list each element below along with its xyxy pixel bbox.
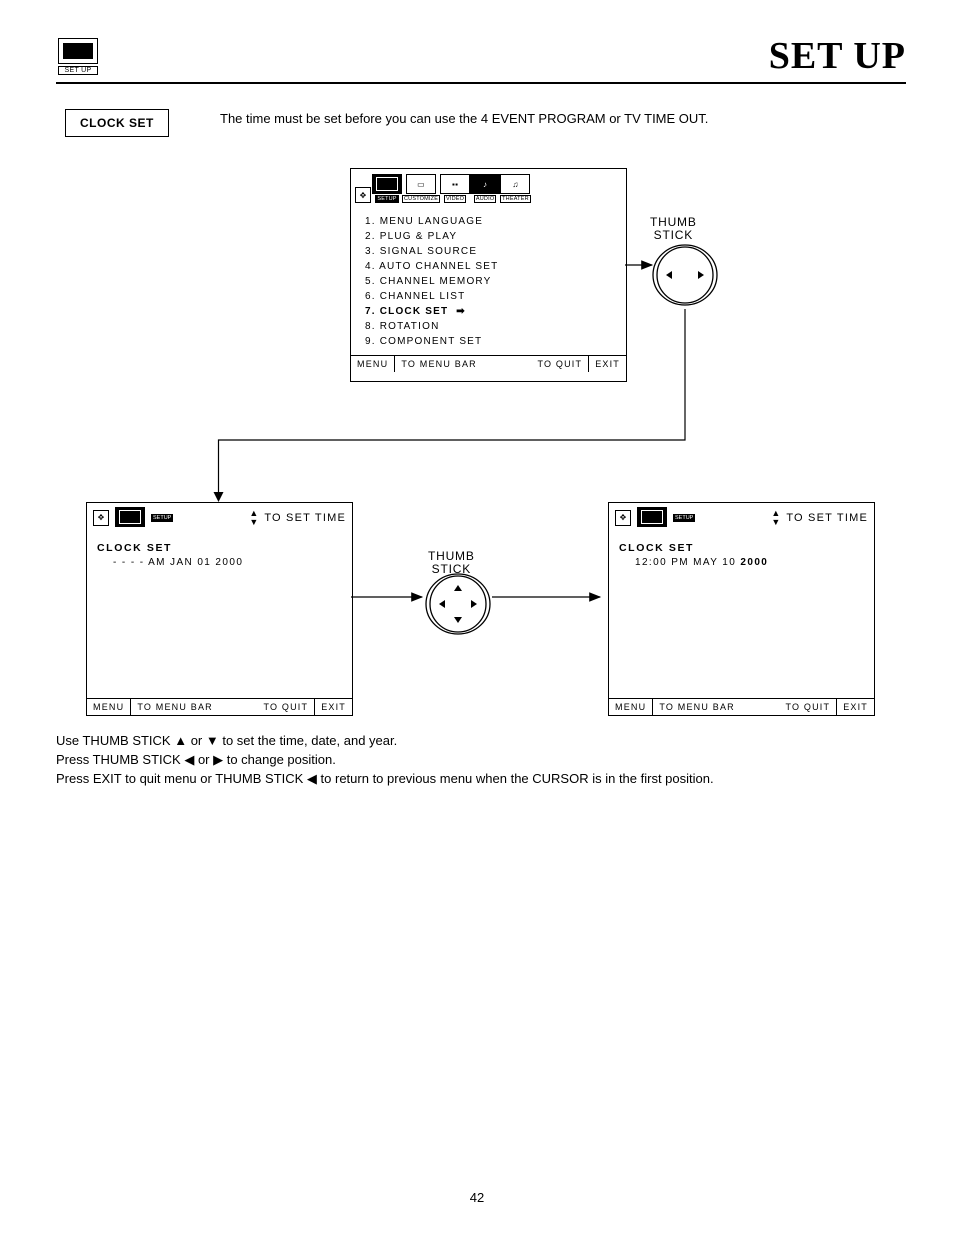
setup-tab-label: SETUP bbox=[673, 514, 695, 522]
to-set-time-label: TO SET TIME bbox=[264, 512, 346, 524]
menubar-audio[interactable]: ♪ AUDIO bbox=[470, 174, 500, 203]
footer-to-quit: TO QUIT bbox=[257, 699, 314, 715]
menu-bar: ✥ SETUP ▭ CUSTOMIZE ▪▪ VIDEO ♪ AUDIO ♫ T… bbox=[351, 169, 626, 206]
setup-tab-icon bbox=[637, 507, 667, 527]
panel-footer: MENU TO MENU BAR TO QUIT EXIT bbox=[87, 698, 352, 715]
footer-menu[interactable]: MENU bbox=[351, 356, 395, 372]
menubar-customize[interactable]: ▭ CUSTOMIZE bbox=[402, 174, 440, 203]
footer-to-quit: TO QUIT bbox=[531, 356, 588, 372]
thumb-stick-label: THUMBSTICK bbox=[650, 216, 697, 242]
intro-text: The time must be set before you can use … bbox=[220, 111, 708, 126]
panel-footer: MENU TO MENU BAR TO QUIT EXIT bbox=[351, 355, 626, 372]
footer-menu[interactable]: MENU bbox=[87, 699, 131, 715]
nav-arrows-icon: ✥ bbox=[615, 510, 631, 526]
panel-footer: MENU TO MENU BAR TO QUIT EXIT bbox=[609, 698, 874, 715]
menu-item[interactable]: 6. CHANNEL LIST bbox=[365, 289, 612, 304]
clock-set-panel-final: ✥ SETUP ▲▼ TO SET TIME CLOCK SET 12:00 P… bbox=[608, 502, 875, 716]
clock-set-heading: CLOCK SET bbox=[65, 109, 169, 137]
clock-set-panel-initial: ✥ SETUP ▲▼ TO SET TIME CLOCK SET - - - -… bbox=[86, 502, 353, 716]
menu-item[interactable]: 8. ROTATION bbox=[365, 319, 612, 334]
page-number: 42 bbox=[0, 1190, 954, 1205]
setup-menu-list[interactable]: 1. MENU LANGUAGE2. PLUG & PLAY3. SIGNAL … bbox=[351, 206, 626, 355]
page-title: SET UP bbox=[769, 34, 906, 78]
menu-item[interactable]: 7. CLOCK SET➡ bbox=[365, 304, 612, 319]
menu-item[interactable]: 4. AUTO CHANNEL SET bbox=[365, 259, 612, 274]
thumb-stick-label: THUMBSTICK bbox=[428, 550, 475, 576]
setup-tab-label: SETUP bbox=[151, 514, 173, 522]
instruction-line: Use THUMB STICK ▲ or ▼ to set the time, … bbox=[56, 732, 714, 751]
header-rule bbox=[56, 82, 906, 84]
menu-item[interactable]: 5. CHANNEL MEMORY bbox=[365, 274, 612, 289]
setup-menu-panel: ✥ SETUP ▭ CUSTOMIZE ▪▪ VIDEO ♪ AUDIO ♫ T… bbox=[350, 168, 627, 382]
setup-tab-icon bbox=[115, 507, 145, 527]
instruction-line: Press EXIT to quit menu or THUMB STICK ◀… bbox=[56, 770, 714, 789]
footer-exit[interactable]: EXIT bbox=[588, 356, 626, 372]
header-icon-label: SET UP bbox=[58, 66, 98, 75]
menubar-video[interactable]: ▪▪ VIDEO bbox=[440, 174, 470, 203]
nav-arrows-icon: ✥ bbox=[356, 187, 370, 203]
footer-to-menu-bar: TO MENU BAR bbox=[131, 699, 219, 715]
menu-item[interactable]: 2. PLUG & PLAY bbox=[365, 229, 612, 244]
up-down-icon: ▲▼ bbox=[771, 509, 780, 525]
footer-exit[interactable]: EXIT bbox=[314, 699, 352, 715]
footer-exit[interactable]: EXIT bbox=[836, 699, 874, 715]
menubar-setup[interactable]: SETUP bbox=[372, 174, 402, 203]
menu-item[interactable]: 3. SIGNAL SOURCE bbox=[365, 244, 612, 259]
menu-item[interactable]: 1. MENU LANGUAGE bbox=[365, 214, 612, 229]
clock-set-label: CLOCK SET bbox=[609, 532, 874, 554]
up-down-icon: ▲▼ bbox=[249, 509, 258, 525]
header-setup-icon: SET UP bbox=[58, 38, 104, 78]
footer-menu[interactable]: MENU bbox=[609, 699, 653, 715]
menubar-theater[interactable]: ♫ THEATER bbox=[500, 174, 531, 203]
to-set-time-label: TO SET TIME bbox=[786, 512, 868, 524]
nav-arrows-icon: ✥ bbox=[93, 510, 109, 526]
menu-item[interactable]: 9. COMPONENT SET bbox=[365, 334, 612, 349]
footer-to-menu-bar: TO MENU BAR bbox=[653, 699, 741, 715]
instructions: Use THUMB STICK ▲ or ▼ to set the time, … bbox=[56, 732, 714, 789]
footer-to-quit: TO QUIT bbox=[779, 699, 836, 715]
clock-value-initial[interactable]: - - - - AM JAN 01 2000 bbox=[87, 554, 352, 568]
instruction-line: Press THUMB STICK ◀ or ▶ to change posit… bbox=[56, 751, 714, 770]
clock-set-label: CLOCK SET bbox=[87, 532, 352, 554]
footer-to-menu-bar: TO MENU BAR bbox=[395, 356, 483, 372]
clock-value-final[interactable]: 12:00 PM MAY 10 2000 bbox=[609, 554, 874, 568]
